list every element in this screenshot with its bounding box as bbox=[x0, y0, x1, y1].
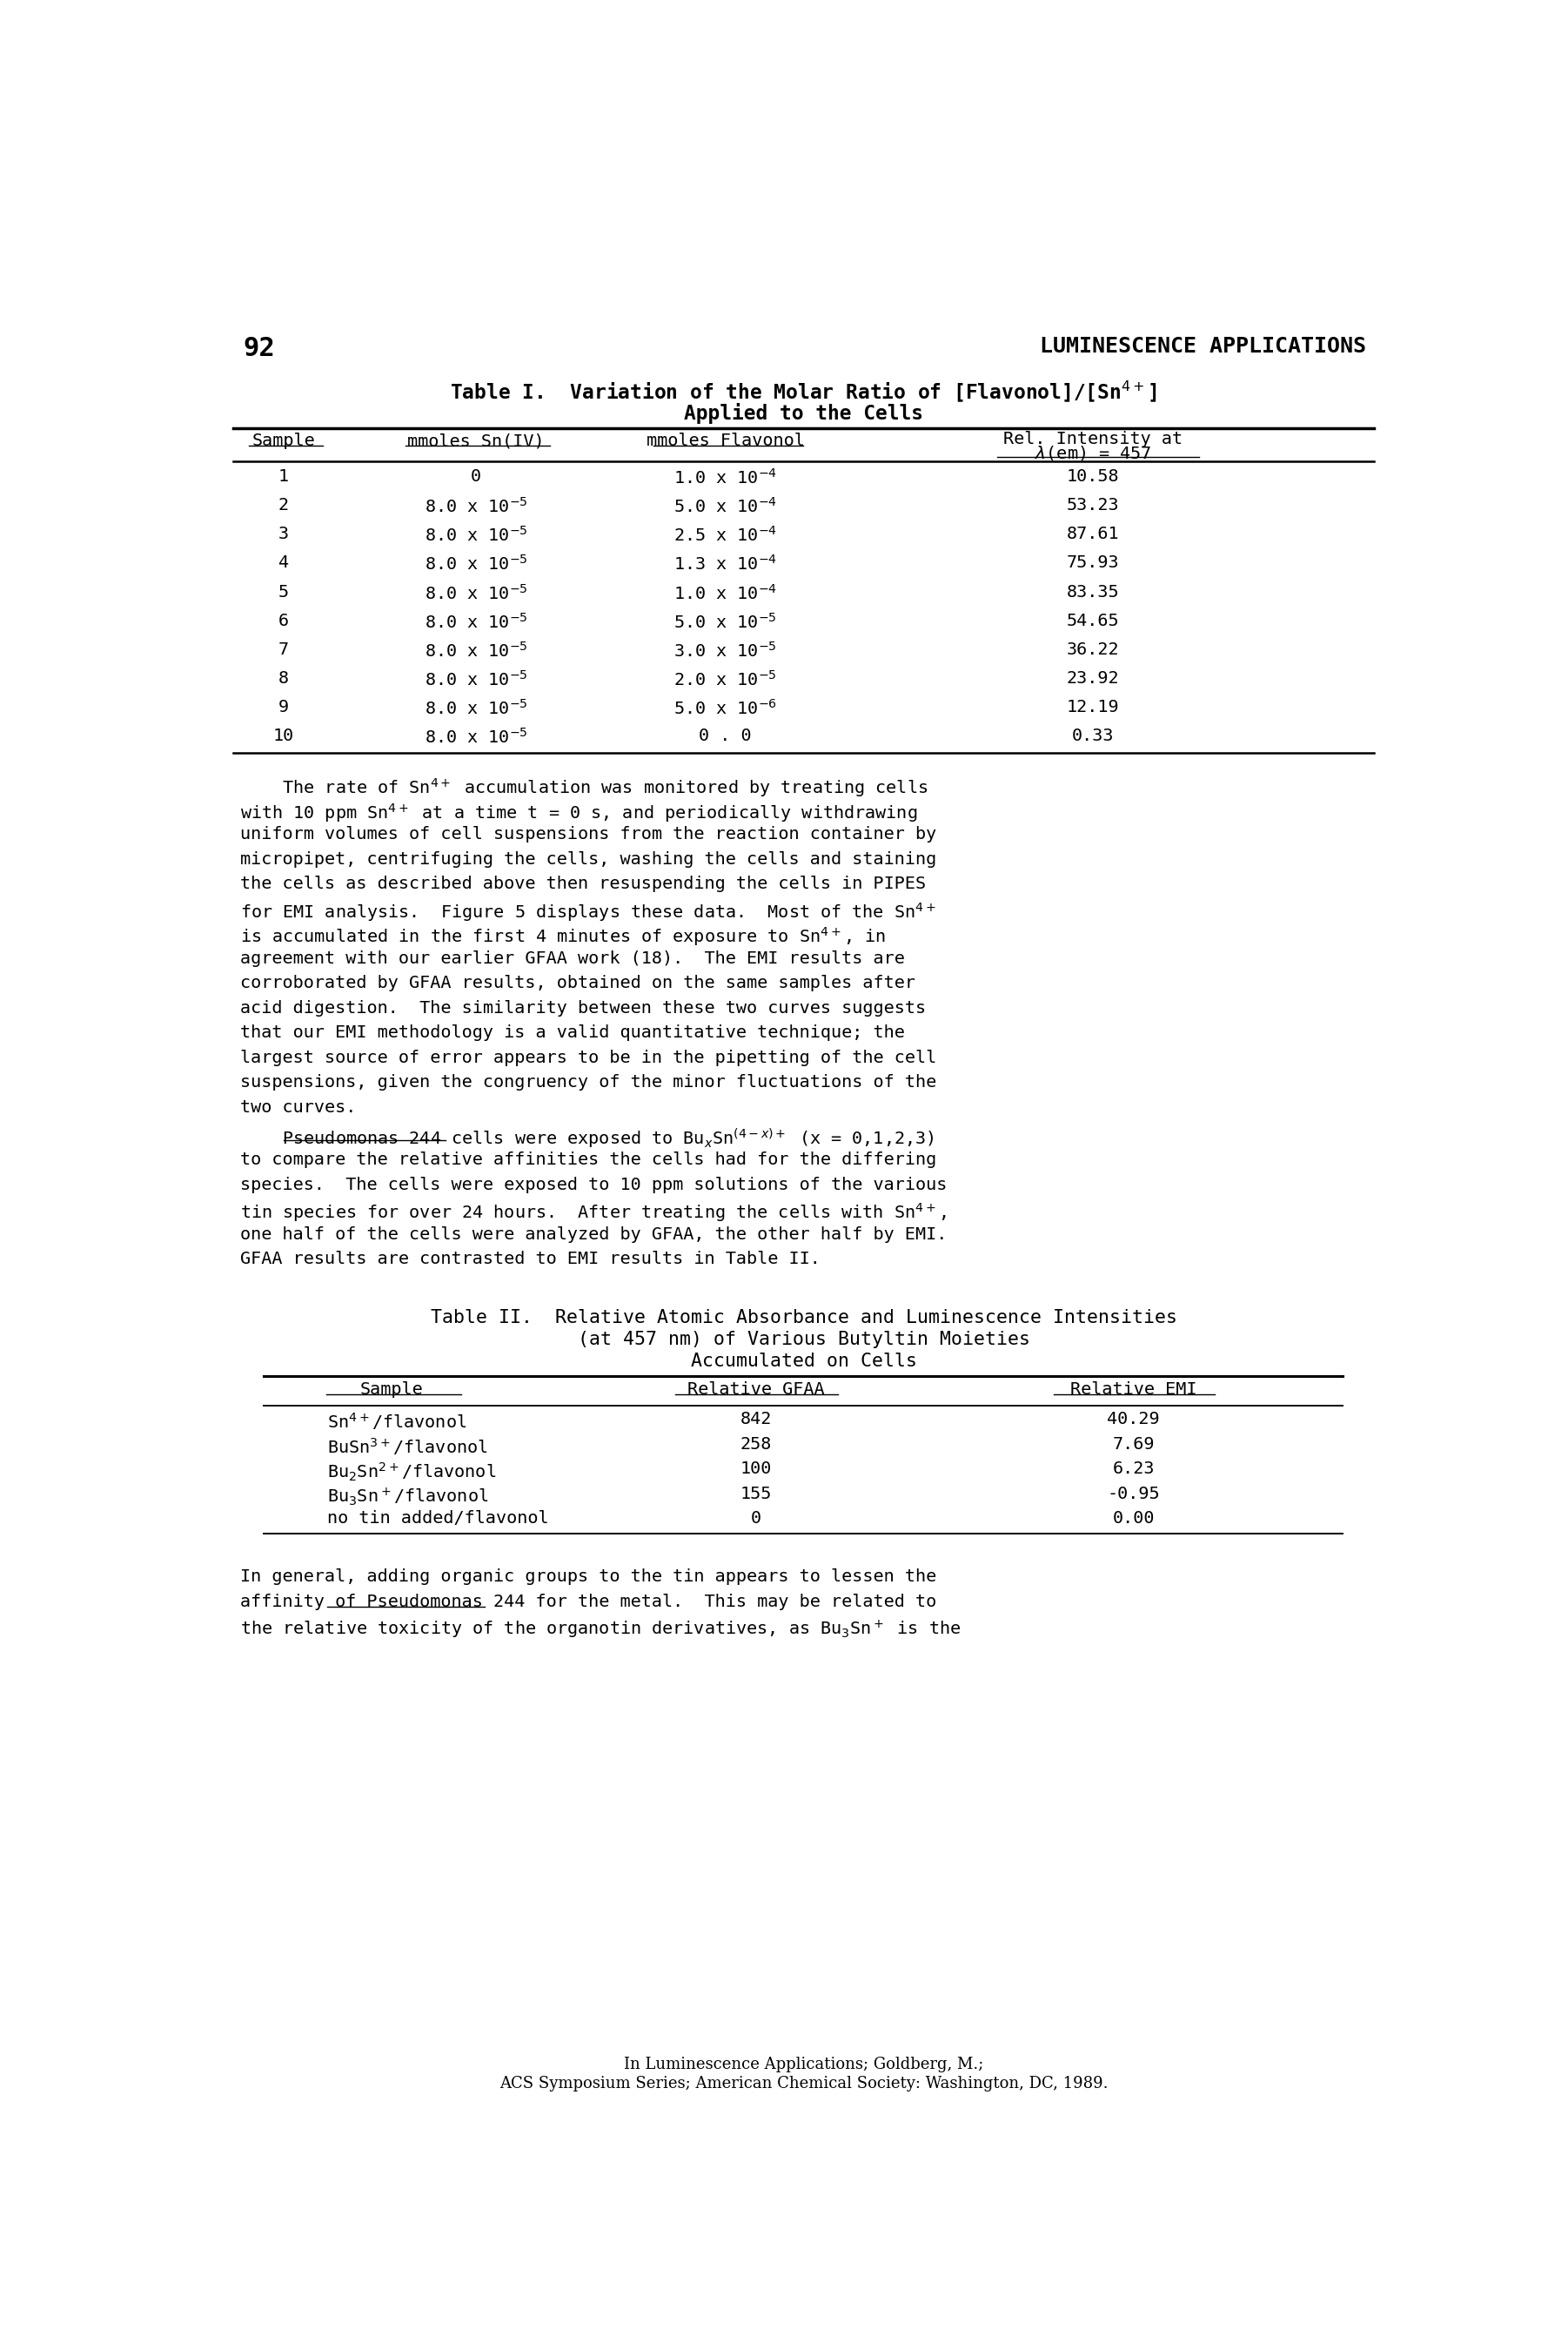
Text: to compare the relative affinities the cells had for the differing: to compare the relative affinities the c… bbox=[240, 1152, 936, 1168]
Text: is accumulated in the first 4 minutes of exposure to Sn$^{4+}$, in: is accumulated in the first 4 minutes of… bbox=[240, 926, 886, 947]
Text: 87.61: 87.61 bbox=[1066, 526, 1120, 543]
Text: Bu$_3$Sn$^+$/flavonol: Bu$_3$Sn$^+$/flavonol bbox=[328, 1485, 489, 1506]
Text: 0 . 0: 0 . 0 bbox=[699, 728, 751, 745]
Text: 7: 7 bbox=[279, 642, 289, 658]
Text: 12.19: 12.19 bbox=[1066, 698, 1120, 714]
Text: affinity of Pseudomonas 244 for the metal.  This may be related to: affinity of Pseudomonas 244 for the meta… bbox=[240, 1593, 936, 1610]
Text: 8.0 x 10$^{-5}$: 8.0 x 10$^{-5}$ bbox=[425, 613, 527, 632]
Text: 0: 0 bbox=[470, 468, 481, 484]
Text: Sn$^{4+}$/flavonol: Sn$^{4+}$/flavonol bbox=[328, 1412, 467, 1431]
Text: the cells as described above then resuspending the cells in PIPES: the cells as described above then resusp… bbox=[240, 877, 925, 893]
Text: Table I.  Variation of the Molar Ratio of [Flavonol]/[Sn$^{4+}$]: Table I. Variation of the Molar Ratio of… bbox=[450, 378, 1157, 404]
Text: In Luminescence Applications; Goldberg, M.;: In Luminescence Applications; Goldberg, … bbox=[624, 2056, 983, 2073]
Text: 8.0 x 10$^{-5}$: 8.0 x 10$^{-5}$ bbox=[425, 698, 527, 717]
Text: In general, adding organic groups to the tin appears to lessen the: In general, adding organic groups to the… bbox=[240, 1570, 936, 1586]
Text: 92: 92 bbox=[243, 336, 274, 362]
Text: 36.22: 36.22 bbox=[1066, 642, 1120, 658]
Text: 842: 842 bbox=[740, 1412, 771, 1429]
Text: micropipet, centrifuging the cells, washing the cells and staining: micropipet, centrifuging the cells, wash… bbox=[240, 851, 936, 867]
Text: uniform volumes of cell suspensions from the reaction container by: uniform volumes of cell suspensions from… bbox=[240, 827, 936, 844]
Text: 5.0 x 10$^{-5}$: 5.0 x 10$^{-5}$ bbox=[674, 613, 778, 632]
Text: Relative GFAA: Relative GFAA bbox=[687, 1382, 825, 1398]
Text: 1.3 x 10$^{-4}$: 1.3 x 10$^{-4}$ bbox=[674, 555, 778, 573]
Text: 6: 6 bbox=[279, 613, 289, 630]
Text: -0.95: -0.95 bbox=[1107, 1485, 1160, 1502]
Text: 155: 155 bbox=[740, 1485, 771, 1502]
Text: 10.58: 10.58 bbox=[1066, 468, 1120, 484]
Text: Sample: Sample bbox=[252, 432, 315, 449]
Text: 8.0 x 10$^{-5}$: 8.0 x 10$^{-5}$ bbox=[425, 555, 527, 573]
Text: Bu$_2$Sn$^{2+}$/flavonol: Bu$_2$Sn$^{2+}$/flavonol bbox=[328, 1462, 497, 1483]
Text: ACS Symposium Series; American Chemical Society: Washington, DC, 1989.: ACS Symposium Series; American Chemical … bbox=[499, 2075, 1109, 2092]
Text: for EMI analysis.  Figure 5 displays these data.  Most of the Sn$^{4+}$: for EMI analysis. Figure 5 displays thes… bbox=[240, 900, 936, 924]
Text: 6.23: 6.23 bbox=[1112, 1462, 1154, 1478]
Text: no tin added/flavonol: no tin added/flavonol bbox=[328, 1511, 549, 1528]
Text: 5.0 x 10$^{-6}$: 5.0 x 10$^{-6}$ bbox=[674, 698, 778, 717]
Text: 2: 2 bbox=[279, 498, 289, 515]
Text: 1.0 x 10$^{-4}$: 1.0 x 10$^{-4}$ bbox=[674, 583, 778, 602]
Text: $\lambda$(em) = 457: $\lambda$(em) = 457 bbox=[1035, 444, 1151, 463]
Text: 8.0 x 10$^{-5}$: 8.0 x 10$^{-5}$ bbox=[425, 526, 527, 545]
Text: GFAA results are contrasted to EMI results in Table II.: GFAA results are contrasted to EMI resul… bbox=[240, 1250, 820, 1267]
Text: BuSn$^{3+}$/flavonol: BuSn$^{3+}$/flavonol bbox=[328, 1436, 488, 1457]
Text: agreement with our earlier GFAA work (18).  The EMI results are: agreement with our earlier GFAA work (18… bbox=[240, 949, 905, 966]
Text: 3.0 x 10$^{-5}$: 3.0 x 10$^{-5}$ bbox=[674, 642, 778, 660]
Text: LUMINESCENCE APPLICATIONS: LUMINESCENCE APPLICATIONS bbox=[1040, 336, 1366, 357]
Text: 54.65: 54.65 bbox=[1066, 613, 1120, 630]
Text: two curves.: two curves. bbox=[240, 1100, 356, 1116]
Text: 8.0 x 10$^{-5}$: 8.0 x 10$^{-5}$ bbox=[425, 583, 527, 602]
Text: 8.0 x 10$^{-5}$: 8.0 x 10$^{-5}$ bbox=[425, 670, 527, 689]
Text: 5.0 x 10$^{-4}$: 5.0 x 10$^{-4}$ bbox=[674, 498, 778, 517]
Text: 2.5 x 10$^{-4}$: 2.5 x 10$^{-4}$ bbox=[674, 526, 778, 545]
Text: tin species for over 24 hours.  After treating the cells with Sn$^{4+}$,: tin species for over 24 hours. After tre… bbox=[240, 1201, 946, 1224]
Text: the relative toxicity of the organotin derivatives, as Bu$_3$Sn$^+$ is the: the relative toxicity of the organotin d… bbox=[240, 1619, 961, 1640]
Text: Table II.  Relative Atomic Absorbance and Luminescence Intensities: Table II. Relative Atomic Absorbance and… bbox=[430, 1309, 1178, 1328]
Text: 40.29: 40.29 bbox=[1107, 1412, 1160, 1429]
Text: 2.0 x 10$^{-5}$: 2.0 x 10$^{-5}$ bbox=[674, 670, 778, 689]
Text: 8: 8 bbox=[279, 670, 289, 686]
Text: species.  The cells were exposed to 10 ppm solutions of the various: species. The cells were exposed to 10 pp… bbox=[240, 1177, 947, 1194]
Text: 1: 1 bbox=[279, 468, 289, 484]
Text: The rate of Sn$^{4+}$ accumulation was monitored by treating cells: The rate of Sn$^{4+}$ accumulation was m… bbox=[240, 776, 928, 799]
Text: 100: 100 bbox=[740, 1462, 771, 1478]
Text: 8.0 x 10$^{-5}$: 8.0 x 10$^{-5}$ bbox=[425, 728, 527, 747]
Text: 1.0 x 10$^{-4}$: 1.0 x 10$^{-4}$ bbox=[674, 468, 778, 486]
Text: Pseudomonas 244 cells were exposed to Bu$_x$Sn$^{(4-x)+}$ (x = 0,1,2,3): Pseudomonas 244 cells were exposed to Bu… bbox=[240, 1128, 935, 1152]
Text: one half of the cells were analyzed by GFAA, the other half by EMI.: one half of the cells were analyzed by G… bbox=[240, 1227, 947, 1243]
Text: Relative EMI: Relative EMI bbox=[1069, 1382, 1196, 1398]
Text: mmoles Flavonol: mmoles Flavonol bbox=[646, 432, 804, 449]
Text: corroborated by GFAA results, obtained on the same samples after: corroborated by GFAA results, obtained o… bbox=[240, 975, 916, 992]
Text: 0.33: 0.33 bbox=[1073, 728, 1113, 745]
Text: largest source of error appears to be in the pipetting of the cell: largest source of error appears to be in… bbox=[240, 1050, 936, 1067]
Text: 0: 0 bbox=[751, 1511, 760, 1528]
Text: 0.00: 0.00 bbox=[1112, 1511, 1154, 1528]
Text: 23.92: 23.92 bbox=[1066, 670, 1120, 686]
Text: 258: 258 bbox=[740, 1436, 771, 1452]
Text: acid digestion.  The similarity between these two curves suggests: acid digestion. The similarity between t… bbox=[240, 999, 925, 1015]
Text: with 10 ppm Sn$^{4+}$ at a time t = 0 s, and periodically withdrawing: with 10 ppm Sn$^{4+}$ at a time t = 0 s,… bbox=[240, 801, 917, 825]
Text: Rel. Intensity at: Rel. Intensity at bbox=[1004, 430, 1182, 446]
Text: 8.0 x 10$^{-5}$: 8.0 x 10$^{-5}$ bbox=[425, 498, 527, 517]
Text: Accumulated on Cells: Accumulated on Cells bbox=[690, 1351, 917, 1370]
Text: (at 457 nm) of Various Butyltin Moieties: (at 457 nm) of Various Butyltin Moieties bbox=[577, 1330, 1030, 1349]
Text: Sample: Sample bbox=[361, 1382, 423, 1398]
Text: 53.23: 53.23 bbox=[1066, 498, 1120, 515]
Text: that our EMI methodology is a valid quantitative technique; the: that our EMI methodology is a valid quan… bbox=[240, 1025, 905, 1041]
Text: mmoles Sn(IV): mmoles Sn(IV) bbox=[408, 432, 544, 449]
Text: 3: 3 bbox=[279, 526, 289, 543]
Text: Applied to the Cells: Applied to the Cells bbox=[684, 402, 924, 423]
Text: 83.35: 83.35 bbox=[1066, 583, 1120, 599]
Text: 10: 10 bbox=[273, 728, 295, 745]
Text: 8.0 x 10$^{-5}$: 8.0 x 10$^{-5}$ bbox=[425, 642, 527, 660]
Text: 4: 4 bbox=[279, 555, 289, 571]
Text: suspensions, given the congruency of the minor fluctuations of the: suspensions, given the congruency of the… bbox=[240, 1074, 936, 1090]
Text: 9: 9 bbox=[279, 698, 289, 714]
Text: 75.93: 75.93 bbox=[1066, 555, 1120, 571]
Text: 7.69: 7.69 bbox=[1112, 1436, 1154, 1452]
Text: 5: 5 bbox=[279, 583, 289, 599]
